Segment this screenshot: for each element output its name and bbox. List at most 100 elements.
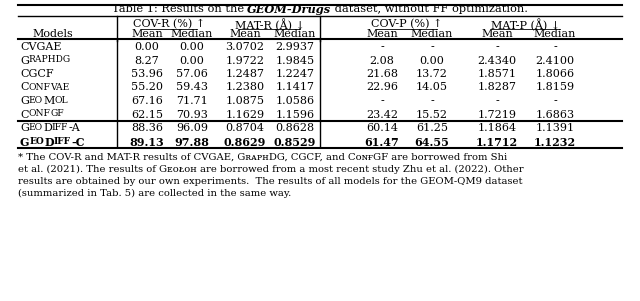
Text: 1.2487: 1.2487 <box>225 69 264 79</box>
Text: 97.88: 97.88 <box>175 136 209 147</box>
Text: -: - <box>495 42 499 52</box>
Text: COV-P (%) ↑: COV-P (%) ↑ <box>371 19 443 29</box>
Text: ONF: ONF <box>29 82 51 92</box>
Text: Mean: Mean <box>229 29 261 39</box>
Text: 64.55: 64.55 <box>415 136 449 147</box>
Text: 1.2247: 1.2247 <box>275 69 314 79</box>
Text: 13.72: 13.72 <box>416 69 448 79</box>
Text: 2.4100: 2.4100 <box>536 55 575 66</box>
Text: 0.8629: 0.8629 <box>224 136 266 147</box>
Text: 21.68: 21.68 <box>366 69 398 79</box>
Text: GF: GF <box>51 110 64 119</box>
Text: 1.1864: 1.1864 <box>477 123 516 133</box>
Text: EO: EO <box>29 123 43 132</box>
Text: 23.42: 23.42 <box>366 110 398 119</box>
Text: Median: Median <box>171 29 213 39</box>
Text: -: - <box>430 42 434 52</box>
Text: 1.6863: 1.6863 <box>536 110 575 119</box>
Text: 1.1417: 1.1417 <box>275 82 314 92</box>
Text: CGCF: CGCF <box>20 69 54 79</box>
Text: IFF: IFF <box>52 123 68 132</box>
Text: 1.8571: 1.8571 <box>477 69 516 79</box>
Text: -A: -A <box>68 123 80 133</box>
Text: dataset, without FF optimization.: dataset, without FF optimization. <box>332 4 529 14</box>
Text: -: - <box>495 96 499 106</box>
Text: 0.00: 0.00 <box>180 55 204 66</box>
Text: G: G <box>20 136 29 147</box>
Text: G: G <box>20 123 29 133</box>
Text: 57.06: 57.06 <box>176 69 208 79</box>
Text: Mean: Mean <box>131 29 163 39</box>
Text: GEOM-Drugs: GEOM-Drugs <box>247 4 332 15</box>
Text: 2.4340: 2.4340 <box>477 55 516 66</box>
Text: -: - <box>380 96 384 106</box>
Text: M: M <box>43 96 54 106</box>
Text: 1.1391: 1.1391 <box>536 123 575 133</box>
Text: 1.1596: 1.1596 <box>275 110 315 119</box>
Text: 14.05: 14.05 <box>416 82 448 92</box>
Text: VAE: VAE <box>51 82 70 92</box>
Text: Median: Median <box>534 29 576 39</box>
Text: COV-R (%) ↑: COV-R (%) ↑ <box>133 19 205 29</box>
Text: 0.00: 0.00 <box>180 42 204 52</box>
Text: Mean: Mean <box>366 29 398 39</box>
Text: G: G <box>20 55 29 66</box>
Text: 0.00: 0.00 <box>134 42 159 52</box>
Text: 1.1629: 1.1629 <box>225 110 264 119</box>
Text: RAPHDG: RAPHDG <box>29 55 71 64</box>
Text: 1.9722: 1.9722 <box>225 55 264 66</box>
Text: 71.71: 71.71 <box>176 96 208 106</box>
Text: 1.2380: 1.2380 <box>225 82 264 92</box>
Text: 88.36: 88.36 <box>131 123 163 133</box>
Text: G: G <box>20 96 29 106</box>
Text: 70.93: 70.93 <box>176 110 208 119</box>
Text: 61.47: 61.47 <box>365 136 399 147</box>
Text: 0.8628: 0.8628 <box>275 123 315 133</box>
Text: 2.9937: 2.9937 <box>275 42 314 52</box>
Text: Models: Models <box>32 29 73 39</box>
Text: 1.8066: 1.8066 <box>536 69 575 79</box>
Text: ONF: ONF <box>29 110 51 119</box>
Text: D: D <box>43 123 52 133</box>
Text: -: - <box>553 42 557 52</box>
Text: 67.16: 67.16 <box>131 96 163 106</box>
Text: 0.8529: 0.8529 <box>274 136 316 147</box>
Text: * The COV-R and MAT-R results of CVGAE, GʀᴀᴘʜDG, CGCF, and CᴏɴғGF are borrowed f: * The COV-R and MAT-R results of CVGAE, … <box>18 153 524 198</box>
Text: 1.1712: 1.1712 <box>476 136 518 147</box>
Text: IFF: IFF <box>54 136 71 145</box>
Text: EO: EO <box>29 136 44 145</box>
Text: MAT-P (Å) ↓: MAT-P (Å) ↓ <box>492 19 561 32</box>
Text: C: C <box>20 82 29 92</box>
Text: 15.52: 15.52 <box>416 110 448 119</box>
Text: 60.14: 60.14 <box>366 123 398 133</box>
Text: 22.96: 22.96 <box>366 82 398 92</box>
Text: Median: Median <box>274 29 316 39</box>
Text: 59.43: 59.43 <box>176 82 208 92</box>
Text: 1.9845: 1.9845 <box>275 55 315 66</box>
Text: 53.96: 53.96 <box>131 69 163 79</box>
Text: 3.0702: 3.0702 <box>225 42 264 52</box>
Text: MAT-R (Å) ↓: MAT-R (Å) ↓ <box>235 19 305 32</box>
Text: 89.13: 89.13 <box>130 136 164 147</box>
Text: 2.08: 2.08 <box>369 55 394 66</box>
Text: -: - <box>380 42 384 52</box>
Text: CVGAE: CVGAE <box>20 42 61 52</box>
Text: 61.25: 61.25 <box>416 123 448 133</box>
Text: 1.1232: 1.1232 <box>534 136 576 147</box>
Text: -: - <box>430 96 434 106</box>
Text: C: C <box>20 110 29 119</box>
Text: 55.20: 55.20 <box>131 82 163 92</box>
Text: 1.0875: 1.0875 <box>225 96 264 106</box>
Text: D: D <box>44 136 54 147</box>
Text: 1.8159: 1.8159 <box>536 82 575 92</box>
Text: Table 1: Results on the: Table 1: Results on the <box>111 4 247 14</box>
Text: -C: -C <box>71 136 84 147</box>
Text: Median: Median <box>411 29 453 39</box>
Text: 0.8704: 0.8704 <box>225 123 264 133</box>
Text: 1.0586: 1.0586 <box>275 96 315 106</box>
Text: 96.09: 96.09 <box>176 123 208 133</box>
Text: EO: EO <box>29 96 43 105</box>
Text: 1.8287: 1.8287 <box>477 82 516 92</box>
Text: 0.00: 0.00 <box>420 55 444 66</box>
Text: 1.7219: 1.7219 <box>477 110 516 119</box>
